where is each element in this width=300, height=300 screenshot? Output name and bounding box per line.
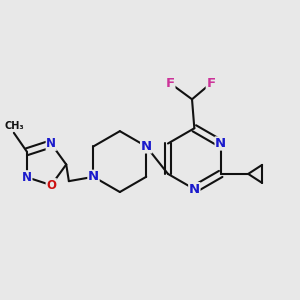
Text: N: N (189, 183, 200, 196)
Text: CH₃: CH₃ (4, 121, 24, 130)
Text: F: F (206, 77, 215, 90)
Text: N: N (141, 140, 152, 153)
Text: N: N (215, 137, 226, 150)
Text: N: N (88, 170, 99, 183)
Text: O: O (46, 179, 56, 192)
Text: F: F (166, 77, 175, 90)
Text: N: N (22, 171, 32, 184)
Text: N: N (46, 137, 56, 150)
